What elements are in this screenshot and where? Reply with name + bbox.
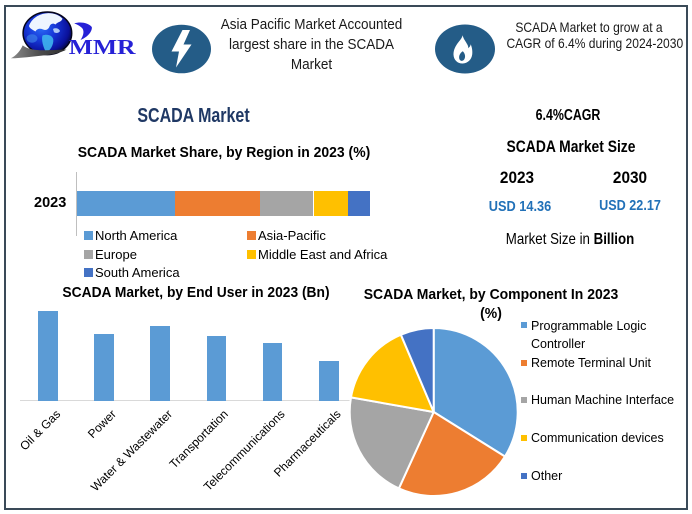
svg-text:MMR: MMR bbox=[69, 36, 137, 59]
